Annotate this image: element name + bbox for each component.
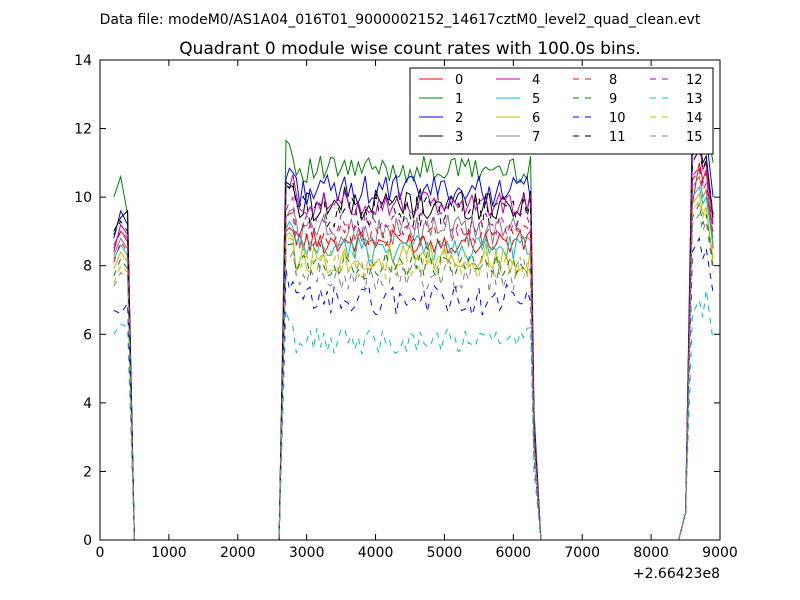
legend-label-4: 4 [532, 73, 540, 88]
chart-title: Quadrant 0 module wise count rates with … [179, 39, 640, 59]
legend-label-13: 13 [686, 92, 703, 107]
x-tick-label: 2000 [220, 545, 256, 561]
x-tick-label: 1000 [151, 545, 187, 561]
legend-label-3: 3 [455, 130, 463, 145]
legend-label-5: 5 [532, 92, 540, 107]
y-tick-label: 2 [83, 464, 92, 480]
y-tick-label: 12 [74, 122, 92, 138]
legend-label-2: 2 [455, 111, 463, 126]
x-tick-label: 0 [96, 545, 105, 561]
legend-label-0: 0 [455, 73, 463, 88]
y-tick-label: 6 [83, 327, 92, 343]
y-tick-label: 14 [74, 53, 92, 69]
figure-suptitle: Data file: modeM0/AS1A04_016T01_90000021… [100, 12, 701, 28]
legend-box [409, 67, 714, 155]
legend-label-1: 1 [455, 92, 463, 107]
y-tick-label: 0 [83, 533, 92, 549]
legend-label-11: 11 [609, 130, 626, 145]
x-tick-label: 5000 [427, 545, 463, 561]
x-offset-label: +2.66423e8 [633, 566, 720, 582]
legend-label-10: 10 [609, 111, 626, 126]
legend-label-9: 9 [609, 92, 617, 107]
x-tick-label: 6000 [496, 545, 532, 561]
axis-ticks: 0 1000 2000 3000 4000 5000 6000 7000 8000 9000 0 2 4… [74, 53, 738, 561]
legend-label-15: 15 [686, 130, 703, 145]
series-line-10 [113, 236, 714, 541]
y-tick-label: 10 [74, 190, 92, 206]
legend-label-14: 14 [686, 111, 703, 126]
legend-label-7: 7 [532, 130, 540, 145]
x-tick-label: 3000 [289, 545, 325, 561]
y-tick-label: 8 [83, 259, 92, 275]
x-tick-label: 8000 [633, 545, 669, 561]
y-tick-label: 4 [83, 396, 92, 412]
x-tick-label: 9000 [702, 545, 738, 561]
legend-label-8: 8 [609, 73, 617, 88]
axes-frame [99, 59, 721, 541]
x-tick-label: 4000 [358, 545, 394, 561]
legend-label-12: 12 [686, 73, 703, 88]
series-line-8 [113, 168, 714, 541]
x-tick-label: 7000 [564, 545, 600, 561]
legend-label-6: 6 [532, 111, 540, 126]
